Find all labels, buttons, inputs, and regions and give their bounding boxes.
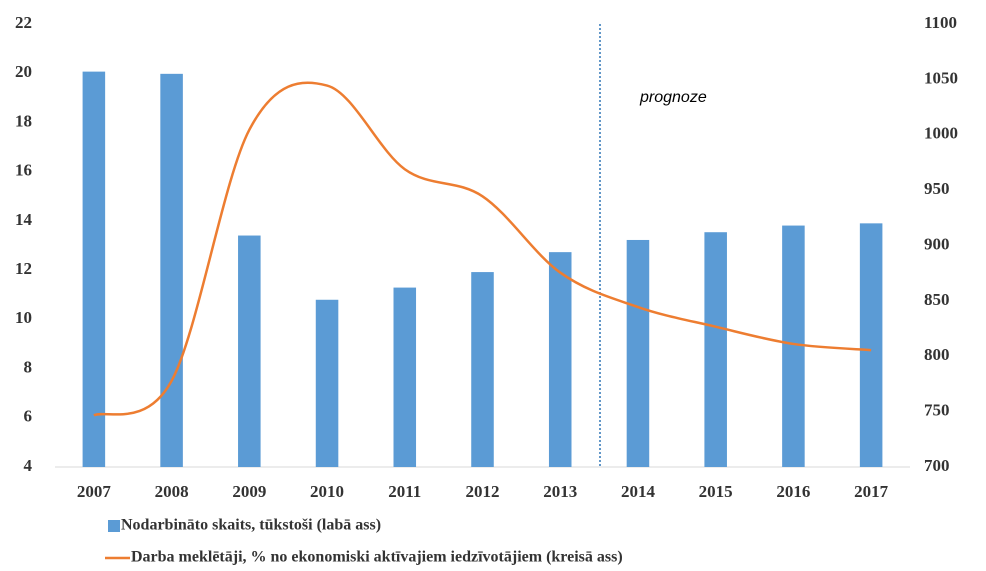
bar	[160, 73, 183, 468]
y-tick-label: 4	[24, 456, 33, 475]
y2-tick-label: 800	[924, 345, 950, 364]
y2-tick-label: 1100	[924, 13, 957, 32]
legend-label: Nodarbināto skaits, tūkstoši (labā ass)	[121, 517, 381, 534]
x-tick-label: 2011	[388, 482, 421, 501]
bar	[315, 299, 339, 467]
y2-tick-label: 1050	[924, 68, 958, 87]
bar	[859, 223, 883, 467]
bar	[704, 232, 727, 467]
y-tick-label: 8	[24, 357, 33, 376]
y-tick-label: 16	[15, 161, 32, 180]
bar	[82, 71, 106, 467]
y2-tick-label: 1000	[924, 124, 958, 143]
y-tick-label: 6	[24, 407, 33, 426]
bar	[393, 287, 417, 467]
x-tick-label: 2016	[776, 482, 810, 501]
bar	[548, 252, 572, 467]
annotation: prognoze	[639, 89, 707, 106]
bar	[471, 272, 494, 467]
line	[93, 81, 872, 417]
y2-tick-label: 850	[924, 290, 950, 309]
y-tick-label: 18	[15, 111, 32, 130]
x-tick-label: 2010	[310, 482, 344, 501]
x-tick-label: 2009	[232, 482, 266, 501]
x-tick-label: 2015	[699, 482, 733, 501]
y-tick-label: 20	[15, 62, 32, 81]
x-tick-label: 2012	[466, 482, 500, 501]
x-tick-label: 2007	[77, 482, 112, 501]
bar	[238, 235, 261, 467]
y2-tick-label: 700	[924, 456, 950, 475]
y2-tick-label: 950	[924, 179, 950, 198]
y2-tick-label: 900	[924, 234, 950, 253]
x-tick-label: 2014	[621, 482, 656, 501]
y-tick-label: 22	[15, 13, 32, 32]
x-tick-label: 2008	[155, 482, 189, 501]
x-tick-label: 2017	[854, 482, 889, 501]
bar	[626, 239, 650, 467]
legend-label: Darba meklētāji, % no ekonomiski aktīvaj…	[131, 549, 623, 566]
bar	[782, 225, 805, 467]
y-tick-label: 10	[15, 308, 32, 327]
x-tick-label: 2013	[543, 482, 577, 501]
y2-tick-label: 750	[924, 401, 950, 420]
y-tick-label: 14	[15, 210, 33, 229]
y-tick-label: 12	[15, 259, 32, 278]
legend-swatch	[108, 520, 120, 532]
